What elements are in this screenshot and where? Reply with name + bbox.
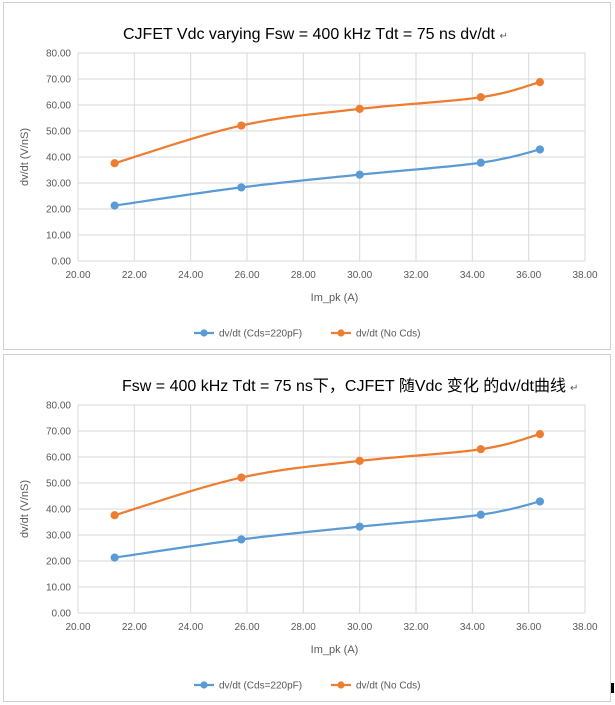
data-point — [476, 510, 485, 519]
x-tick-label: 36.00 — [516, 622, 541, 633]
chart-title: Fsw = 400 kHz Tdt = 75 ns下，CJFET 随Vdc 变化… — [122, 377, 566, 395]
y-tick-label: 10.00 — [46, 583, 71, 594]
y-tick-label: 70.00 — [46, 75, 71, 86]
y-tick-label: 30.00 — [46, 179, 71, 190]
legend-label: dv/dt (No Cds) — [356, 681, 420, 692]
x-tick-label: 20.00 — [65, 622, 90, 633]
series-line — [113, 500, 542, 559]
y-axis-label: dv/dt (V/nS) — [19, 128, 31, 186]
legend-marker — [337, 329, 345, 337]
x-tick-label: 38.00 — [572, 270, 597, 281]
x-tick-label: 24.00 — [178, 622, 203, 633]
chart-bottom: Fsw = 400 kHz Tdt = 75 ns下，CJFET 随Vdc 变化… — [19, 377, 598, 692]
x-tick-label: 28.00 — [291, 622, 316, 633]
legend-label: dv/dt (Cds=220pF) — [219, 681, 302, 692]
y-tick-label: 60.00 — [46, 453, 71, 464]
legend-marker — [337, 681, 345, 689]
data-point — [355, 104, 364, 114]
chart-title: CJFET Vdc varying Fsw = 400 kHz Tdt = 75… — [123, 26, 496, 43]
legend-label: dv/dt (Cds=220pF) — [219, 329, 302, 340]
y-tick-label: 50.00 — [46, 479, 71, 490]
x-tick-label: 22.00 — [122, 622, 147, 633]
y-tick-label: 40.00 — [46, 505, 71, 516]
data-point — [535, 430, 545, 439]
y-tick-label: 10.00 — [46, 231, 71, 242]
chart-top: CJFET Vdc varying Fsw = 400 kHz Tdt = 75… — [19, 26, 598, 340]
y-tick-label: 60.00 — [46, 101, 71, 112]
legend-label: dv/dt (No Cds) — [356, 329, 420, 340]
x-tick-label: 24.00 — [178, 270, 203, 281]
y-tick-label: 0.00 — [52, 257, 72, 268]
data-point — [355, 170, 364, 179]
series-line — [113, 80, 542, 165]
x-tick-label: 22.00 — [122, 270, 147, 281]
legend-item: dv/dt (No Cds) — [331, 329, 420, 340]
data-point — [110, 553, 119, 562]
edge-marker — [611, 683, 614, 693]
data-point — [237, 183, 246, 192]
x-tick-label: 26.00 — [234, 622, 259, 633]
legend-marker — [200, 329, 208, 337]
y-tick-label: 20.00 — [46, 205, 71, 216]
data-point — [476, 445, 485, 454]
x-tick-label: 26.00 — [234, 270, 259, 281]
paragraph-mark: ↵ — [500, 31, 508, 42]
data-point — [110, 511, 119, 520]
x-tick-label: 28.00 — [291, 270, 316, 281]
x-tick-label: 20.00 — [65, 270, 90, 281]
paragraph-mark: ↵ — [570, 383, 578, 394]
legend-item: dv/dt (Cds=220pF) — [194, 681, 302, 692]
x-tick-label: 34.00 — [460, 622, 485, 633]
y-tick-label: 80.00 — [46, 401, 71, 412]
x-axis-label: Im_pk (A) — [311, 644, 359, 656]
series-line — [113, 148, 542, 207]
x-axis-label: Im_pk (A) — [311, 292, 359, 304]
data-point — [110, 159, 119, 168]
y-tick-label: 0.00 — [52, 609, 72, 620]
x-tick-label: 32.00 — [403, 270, 428, 281]
data-point — [476, 93, 485, 102]
chart-panel-bottom: Fsw = 400 kHz Tdt = 75 ns下，CJFET 随Vdc 变化… — [3, 354, 611, 702]
data-point — [535, 78, 545, 87]
legend-item: dv/dt (Cds=220pF) — [194, 329, 302, 340]
data-point — [110, 201, 119, 210]
data-point — [476, 158, 485, 167]
y-tick-label: 80.00 — [46, 49, 71, 60]
y-axis-label: dv/dt (V/nS) — [19, 480, 31, 538]
chart-panel-top: CJFET Vdc varying Fsw = 400 kHz Tdt = 75… — [3, 2, 611, 350]
x-tick-label: 36.00 — [516, 270, 541, 281]
x-tick-label: 30.00 — [347, 270, 372, 281]
data-point — [237, 121, 246, 130]
legend-item: dv/dt (No Cds) — [331, 681, 420, 692]
x-tick-label: 34.00 — [460, 270, 485, 281]
data-point — [535, 145, 545, 154]
y-tick-label: 30.00 — [46, 531, 71, 542]
x-tick-label: 38.00 — [572, 622, 597, 633]
data-point — [535, 497, 545, 506]
legend-marker — [200, 681, 208, 689]
y-tick-label: 50.00 — [46, 127, 71, 138]
data-point — [355, 456, 364, 466]
data-point — [237, 473, 246, 482]
x-tick-label: 32.00 — [403, 622, 428, 633]
data-point — [355, 522, 364, 531]
data-point — [237, 535, 246, 544]
y-tick-label: 20.00 — [46, 557, 71, 568]
y-tick-label: 40.00 — [46, 153, 71, 164]
y-tick-label: 70.00 — [46, 427, 71, 438]
series-line — [113, 432, 542, 517]
x-tick-label: 30.00 — [347, 622, 372, 633]
